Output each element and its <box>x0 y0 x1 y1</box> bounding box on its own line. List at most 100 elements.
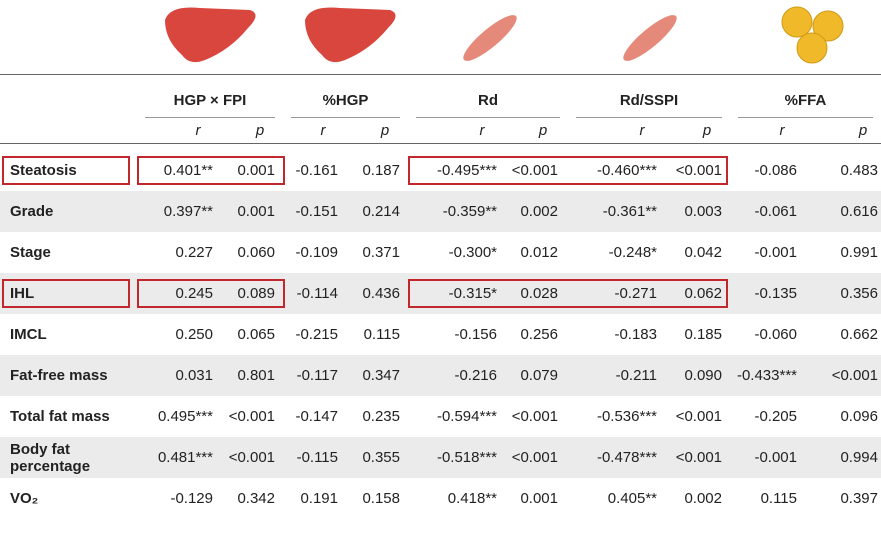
cell: 0.002 <box>684 490 722 507</box>
cell: 0.342 <box>237 490 275 507</box>
cell: 0.250 <box>175 326 213 343</box>
row-band <box>0 191 881 232</box>
group-rule <box>145 117 275 118</box>
cell: 0.991 <box>840 244 878 261</box>
cell: -0.315* <box>448 285 497 302</box>
cell: -0.001 <box>754 244 797 261</box>
cell: <0.001 <box>675 449 722 466</box>
cell: 0.371 <box>362 244 400 261</box>
cell: 0.256 <box>520 326 558 343</box>
cell: <0.001 <box>511 449 558 466</box>
cell: <0.001 <box>228 408 275 425</box>
cell: 0.227 <box>175 244 213 261</box>
cell: -0.135 <box>754 285 797 302</box>
subheader: p <box>858 122 868 139</box>
cell: 0.090 <box>684 367 722 384</box>
cell: -0.151 <box>295 203 338 220</box>
cell: 0.481*** <box>157 449 213 466</box>
cell: -0.001 <box>754 449 797 466</box>
row-band <box>0 355 881 396</box>
subheader: r <box>479 122 485 139</box>
fat-cells-icon <box>781 6 844 64</box>
group-header: Rd <box>478 92 498 109</box>
cell: 0.405** <box>607 490 657 507</box>
cell: -0.495*** <box>436 162 497 179</box>
cell: 0.356 <box>840 285 878 302</box>
cell: 0.115 <box>760 490 797 507</box>
cell: 0.214 <box>362 203 400 220</box>
cell: -0.271 <box>614 285 657 302</box>
row-label: Body fat percentage <box>10 440 91 475</box>
cell: -0.205 <box>754 408 797 425</box>
highlight <box>408 279 728 308</box>
cell: 0.001 <box>237 162 275 179</box>
cell: -0.117 <box>296 367 338 384</box>
cell: 0.397** <box>163 203 213 220</box>
cell: 0.060 <box>237 244 275 261</box>
group-rule <box>738 117 873 118</box>
cell: 0.235 <box>362 408 400 425</box>
cell: 0.418** <box>447 490 497 507</box>
group-header: Rd/SSPI <box>619 92 679 109</box>
subheader: r <box>779 122 785 139</box>
cell: -0.216 <box>454 367 497 384</box>
cell: 0.096 <box>840 408 878 425</box>
highlight <box>2 156 130 185</box>
cell: -0.248* <box>608 244 657 261</box>
row-label: Total fat mass <box>10 408 110 425</box>
cell: 0.347 <box>362 367 400 384</box>
row-label: IMCL <box>10 326 47 343</box>
cell: -0.114 <box>296 285 338 302</box>
cell: 0.185 <box>684 326 722 343</box>
cell: 0.495*** <box>157 408 213 425</box>
cell: -0.061 <box>754 203 797 220</box>
cell: 0.397 <box>840 490 878 507</box>
subheader: p <box>702 122 712 139</box>
cell: 0.662 <box>840 326 878 343</box>
subheader: r <box>320 122 326 139</box>
row-label: VO₂ <box>10 490 39 507</box>
cell: -0.518*** <box>436 449 497 466</box>
cell: 0.042 <box>684 244 722 261</box>
cell: 0.158 <box>362 490 400 507</box>
group-header: HGP × FPI <box>173 92 247 109</box>
cell: -0.361** <box>602 203 657 220</box>
highlight <box>2 279 130 308</box>
cell: 0.002 <box>520 203 558 220</box>
row-label: Fat-free mass <box>10 367 108 384</box>
highlight <box>137 156 285 185</box>
cell: -0.060 <box>754 326 797 343</box>
subheader: p <box>538 122 548 139</box>
cell: -0.109 <box>295 244 338 261</box>
cell: 0.012 <box>520 244 558 261</box>
cell: -0.536*** <box>596 408 657 425</box>
cell: -0.460*** <box>596 162 657 179</box>
cell: 0.483 <box>840 162 878 179</box>
row-label: Steatosis <box>10 162 77 179</box>
cell: -0.129 <box>170 490 213 507</box>
cell: -0.147 <box>295 408 338 425</box>
cell: -0.161 <box>295 162 338 179</box>
cell: <0.001 <box>511 408 558 425</box>
icons <box>165 6 844 64</box>
cell: -0.478*** <box>596 449 657 466</box>
cell: 0.994 <box>840 449 878 466</box>
muscle-icon <box>463 15 517 61</box>
row-label: IHL <box>10 285 35 302</box>
cell: 0.001 <box>520 490 558 507</box>
cell: 0.191 <box>300 490 338 507</box>
cell: -0.115 <box>296 449 338 466</box>
cell: 0.089 <box>237 285 275 302</box>
cell: -0.594*** <box>436 408 497 425</box>
subheader: p <box>255 122 265 139</box>
cell: 0.028 <box>520 285 558 302</box>
cell: -0.156 <box>454 326 497 343</box>
row-label: Grade <box>10 203 54 220</box>
cell: 0.065 <box>237 326 275 343</box>
liver-icon <box>165 7 256 63</box>
cell: <0.001 <box>675 408 722 425</box>
group-rule <box>576 117 722 118</box>
cell: 0.003 <box>684 203 722 220</box>
rule <box>0 74 881 75</box>
